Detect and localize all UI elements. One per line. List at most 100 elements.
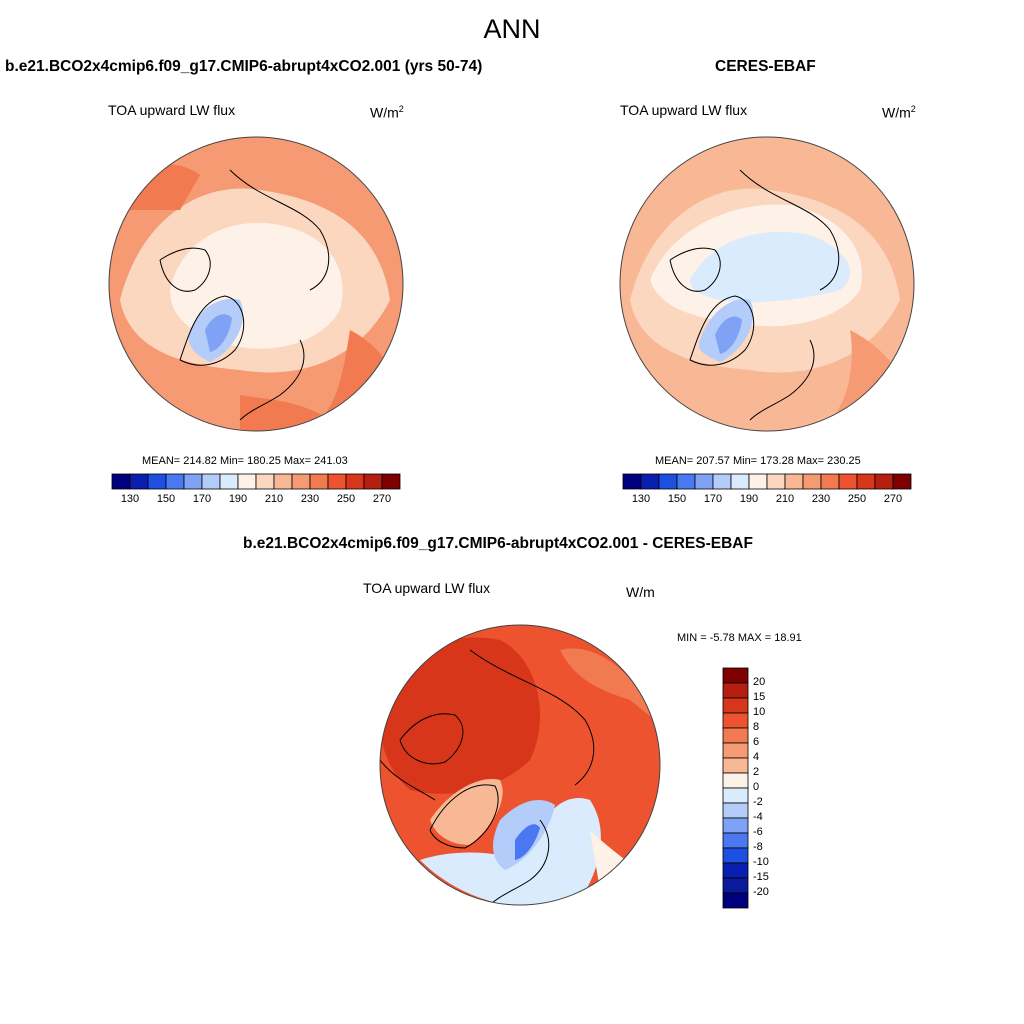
panel2-colorbar-box bbox=[892, 473, 912, 490]
panel1-colorbar-box bbox=[129, 473, 149, 490]
panel3-map-border bbox=[379, 624, 661, 906]
panel2-coastlines bbox=[669, 169, 840, 421]
panel1-colorbar-tick-label: 190 bbox=[228, 493, 248, 505]
panel1-colorbar-box bbox=[219, 473, 239, 490]
panel2-colorbar-box bbox=[766, 473, 786, 490]
panel2-stats: MEAN= 207.57 Min= 173.28 Max= 230.25 bbox=[655, 455, 861, 467]
panel3-colorbar-tick-label: 20 bbox=[753, 676, 766, 688]
panel3-colorbar-box bbox=[722, 682, 749, 699]
panel2-map bbox=[620, 137, 914, 431]
panel2-colorbar-tick-label: 270 bbox=[883, 493, 903, 505]
panel1-colorbar-tick-label: 210 bbox=[264, 493, 284, 505]
panel3-colorbar-box bbox=[722, 817, 749, 834]
panel2-colorbar-box bbox=[712, 473, 732, 490]
panel3-colorbar-tick-label: 6 bbox=[753, 736, 760, 748]
panel3-variable: TOA upward LW flux bbox=[363, 580, 491, 596]
panel3-colorbar-tick-label: 10 bbox=[753, 706, 766, 718]
panel3-colorbar-box bbox=[722, 712, 749, 729]
panel2-map-border bbox=[619, 136, 915, 432]
panel3-colorbar-tick-label: -8 bbox=[753, 841, 763, 853]
panel2-colorbar-box bbox=[874, 473, 894, 490]
panel3-coastlines bbox=[380, 649, 595, 905]
panel3-colorbar-box bbox=[722, 697, 749, 714]
panel3-colorbar-tick-label: -20 bbox=[753, 886, 769, 898]
panel1-colorbar-box bbox=[327, 473, 347, 490]
panel1-colorbar-box bbox=[273, 473, 293, 490]
panel3-colorbar-box bbox=[722, 772, 749, 789]
panel1-map-border bbox=[108, 136, 404, 432]
panel2-title: CERES-EBAF bbox=[715, 58, 816, 75]
panel2-colorbar bbox=[622, 473, 912, 490]
panel2-colorbar-tick-label: 170 bbox=[703, 493, 723, 505]
panel2-colorbar-box bbox=[838, 473, 858, 490]
panel3-colorbar-tick-label: 2 bbox=[753, 766, 760, 778]
panel2-colorbar-tick-label: 190 bbox=[739, 493, 759, 505]
panel3-colorbar-tick-label: -10 bbox=[753, 856, 769, 868]
panel1-variable: TOA upward LW flux bbox=[108, 102, 236, 118]
panel2-colorbar-tick-label: 250 bbox=[847, 493, 867, 505]
panel3-title: b.e21.BCO2x4cmip6.f09_g17.CMIP6-abrupt4x… bbox=[243, 535, 753, 552]
panel1-colorbar-box bbox=[381, 473, 401, 490]
panel3-colorbar-box bbox=[722, 862, 749, 879]
panel2-colorbar-box bbox=[622, 473, 642, 490]
panel1-colorbar-tick-label: 170 bbox=[192, 493, 212, 505]
panel1-map bbox=[109, 137, 403, 431]
panel2-colorbar-box bbox=[802, 473, 822, 490]
panel1-colorbar-box bbox=[183, 473, 203, 490]
panel1-colorbar-box bbox=[111, 473, 131, 490]
main-title: ANN bbox=[483, 14, 541, 44]
panel2-colorbar-box bbox=[730, 473, 750, 490]
panel2-colorbar-box bbox=[658, 473, 678, 490]
panel3-colorbar-box bbox=[722, 802, 749, 819]
panel1-colorbar-box bbox=[201, 473, 221, 490]
panel1-colorbar-tick-label: 150 bbox=[156, 493, 176, 505]
panel3-colorbar-box bbox=[722, 757, 749, 774]
panel2-colorbar-tick-label: 210 bbox=[775, 493, 795, 505]
panel1-colorbar-box bbox=[255, 473, 275, 490]
panel2-colorbar-box bbox=[640, 473, 660, 490]
panel1-title: b.e21.BCO2x4cmip6.f09_g17.CMIP6-abrupt4x… bbox=[5, 58, 483, 75]
panel2-units: W/m2 bbox=[882, 104, 916, 121]
panel2-colorbar-box bbox=[784, 473, 804, 490]
panel3-colorbar-tick-label: 8 bbox=[753, 721, 760, 733]
panel3-colorbar-tick-label: 4 bbox=[753, 751, 760, 763]
panel1-colorbar-box bbox=[309, 473, 329, 490]
panel2-colorbar-tick-label: 230 bbox=[811, 493, 831, 505]
panel1-colorbar-box bbox=[345, 473, 365, 490]
panel1-units: W/m2 bbox=[370, 104, 404, 121]
panel2-colorbar-box bbox=[748, 473, 768, 490]
panel3-colorbar-box bbox=[722, 877, 749, 894]
panel3-colorbar-tick-label: -4 bbox=[753, 811, 763, 823]
panel1-stats: MEAN= 214.82 Min= 180.25 Max= 241.03 bbox=[142, 455, 348, 467]
panel2-colorbar-tick-label: 130 bbox=[631, 493, 651, 505]
panel3-colorbar-box bbox=[722, 727, 749, 744]
panel3-colorbar-box bbox=[722, 787, 749, 804]
panel3-colorbar bbox=[722, 667, 749, 909]
panel1-colorbar-box bbox=[237, 473, 257, 490]
panel2-colorbar-box bbox=[820, 473, 840, 490]
panel3-colorbar-tick-label: 0 bbox=[753, 781, 760, 793]
panel2-colorbar-tick-label: 150 bbox=[667, 493, 687, 505]
panel3-colorbar-box bbox=[722, 847, 749, 864]
panel3-colorbar-tick-label: -6 bbox=[753, 826, 763, 838]
panel1-colorbar-tick-label: 130 bbox=[120, 493, 140, 505]
panel2-colorbar-box bbox=[694, 473, 714, 490]
panel1-colorbar-box bbox=[165, 473, 185, 490]
panel3-colorbar-box bbox=[722, 742, 749, 759]
panel3-colorbar-box bbox=[722, 892, 749, 909]
panel2-variable: TOA upward LW flux bbox=[620, 102, 748, 118]
panel3-colorbar-tick-label: 15 bbox=[753, 691, 766, 703]
panel3-stats: MIN = -5.78 MAX = 18.91 bbox=[677, 632, 802, 644]
panel1-colorbar-tick-label: 230 bbox=[300, 493, 320, 505]
panel1-colorbar bbox=[111, 473, 401, 490]
panel1-colorbar-tick-label: 270 bbox=[372, 493, 392, 505]
panel3-colorbar-box bbox=[722, 832, 749, 849]
panel2-colorbar-box bbox=[676, 473, 696, 490]
panel1-colorbar-box bbox=[147, 473, 167, 490]
panel3-colorbar-box bbox=[722, 667, 749, 684]
panel1-colorbar-tick-label: 250 bbox=[336, 493, 356, 505]
panel1-colorbar-box bbox=[291, 473, 311, 490]
panel3-colorbar-tick-label: -2 bbox=[753, 796, 763, 808]
panel2-colorbar-box bbox=[856, 473, 876, 490]
panel1-coastlines bbox=[159, 169, 330, 421]
